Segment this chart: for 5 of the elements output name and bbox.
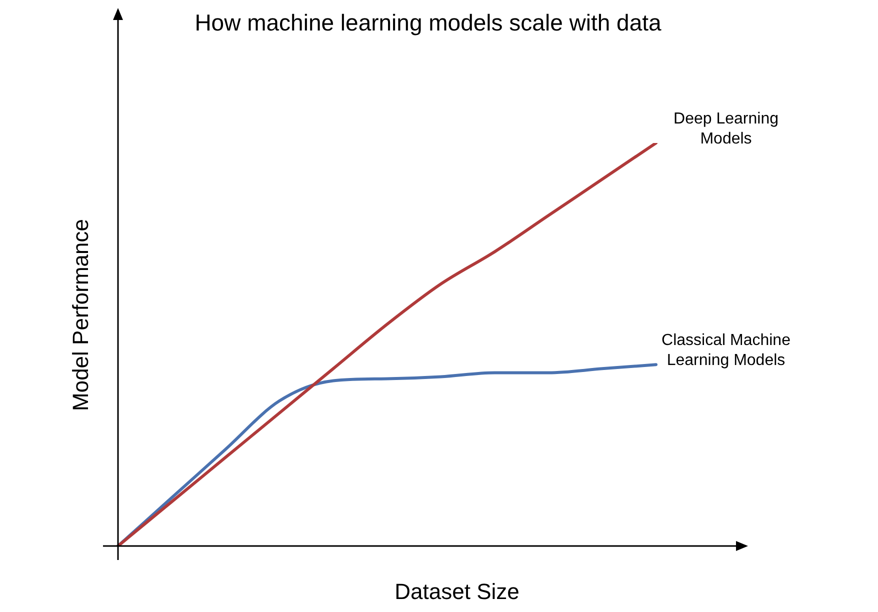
- series-label: Deep Learning Models: [674, 110, 778, 148]
- series-label: Classical Machine Learning Models: [662, 332, 791, 370]
- y-axis-title: Model Performance: [68, 219, 94, 411]
- x-axis-title: Dataset Size: [394, 579, 520, 604]
- chart-title: How machine learning models scale with data: [194, 9, 662, 36]
